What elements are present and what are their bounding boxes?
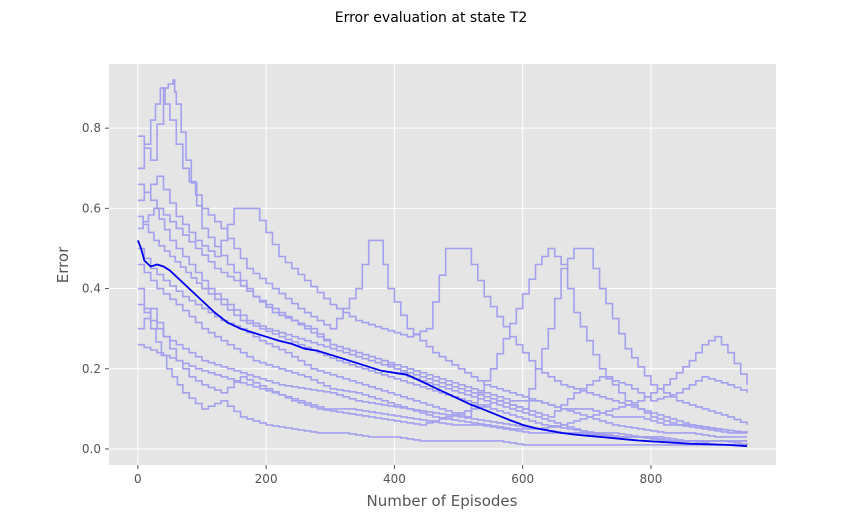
- x-tick-label: 800: [639, 472, 662, 486]
- y-tick-label: 0.2: [82, 362, 101, 376]
- run-series-line: [137, 247, 748, 434]
- x-tick-label: 400: [383, 472, 406, 486]
- chart-title: Error evaluation at state T2: [335, 10, 528, 26]
- grid-lines: [109, 64, 776, 465]
- x-tick-label: 200: [255, 472, 278, 486]
- x-axis-label: Number of Episodes: [367, 492, 518, 510]
- y-axis-label: Error: [54, 246, 72, 283]
- plot-area: [109, 64, 776, 465]
- x-tick-label: 600: [511, 472, 534, 486]
- mean-series-line: [137, 240, 748, 448]
- y-axis-ticks: 0.0 0.2 0.4 0.6 0.8: [82, 121, 109, 456]
- run-series-line: [137, 287, 748, 446]
- run-series-line: [137, 207, 748, 425]
- x-axis-ticks: 0 200 400 600 800: [134, 465, 662, 486]
- y-tick-label: 0.4: [82, 282, 101, 296]
- run-series-line: [137, 307, 748, 426]
- run-series-line: [137, 87, 748, 438]
- mean-series-group: [137, 240, 748, 448]
- run-series-line: [137, 183, 748, 433]
- y-tick-label: 0.8: [82, 121, 101, 135]
- y-tick-label: 0.0: [82, 442, 101, 456]
- y-tick-label: 0.6: [82, 201, 101, 215]
- run-series-line: [137, 175, 748, 433]
- x-tick-label: 0: [134, 472, 142, 486]
